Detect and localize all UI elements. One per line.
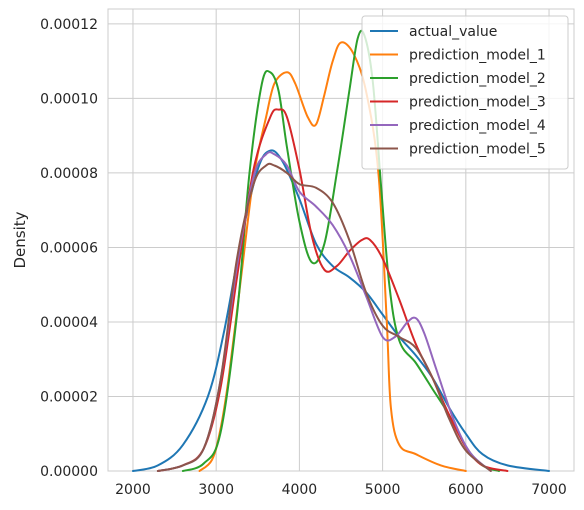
x-tick-label: 5000 [365,482,401,498]
legend-label: prediction_model_1 [409,48,546,64]
series-lines [132,29,550,472]
y-axis-title: Density [11,211,29,268]
series-line-actual_value [132,149,550,472]
x-tick-labels: 2000 3000 4000 5000 6000 7000 [115,482,567,498]
y-tick-labels: 0.00000 0.00002 0.00004 0.00006 0.00008 0.000… [40,17,98,480]
series-line-prediction_model_5 [156,162,492,472]
y-tick-label: 0.00008 [40,166,98,182]
legend-label: prediction_model_5 [409,142,546,158]
x-tick-label: 3000 [198,482,234,498]
legend-label: prediction_model_4 [409,118,546,134]
x-tick-label: 4000 [282,482,318,498]
y-tick-label: 0.00004 [40,315,98,331]
x-tick-label: 6000 [448,482,484,498]
series-line-prediction_model_2 [181,29,501,472]
y-tick-label: 0.00000 [40,464,98,480]
series-line-prediction_model_4 [156,151,492,472]
legend-label: actual_value [409,24,497,40]
y-tick-label: 0.00012 [40,17,98,33]
y-tick-label: 0.00010 [40,91,98,107]
legend-box [361,15,569,170]
y-tick-label: 0.00002 [40,389,98,405]
plot-frame [107,8,575,472]
x-tick-label: 2000 [115,482,151,498]
legend: actual_value prediction_model_1 prediction… [361,15,569,170]
x-tick-label: 7000 [531,482,567,498]
y-tick-label: 0.00006 [40,240,98,256]
legend-label: prediction_model_3 [409,95,546,111]
legend-label: prediction_model_2 [409,71,546,87]
